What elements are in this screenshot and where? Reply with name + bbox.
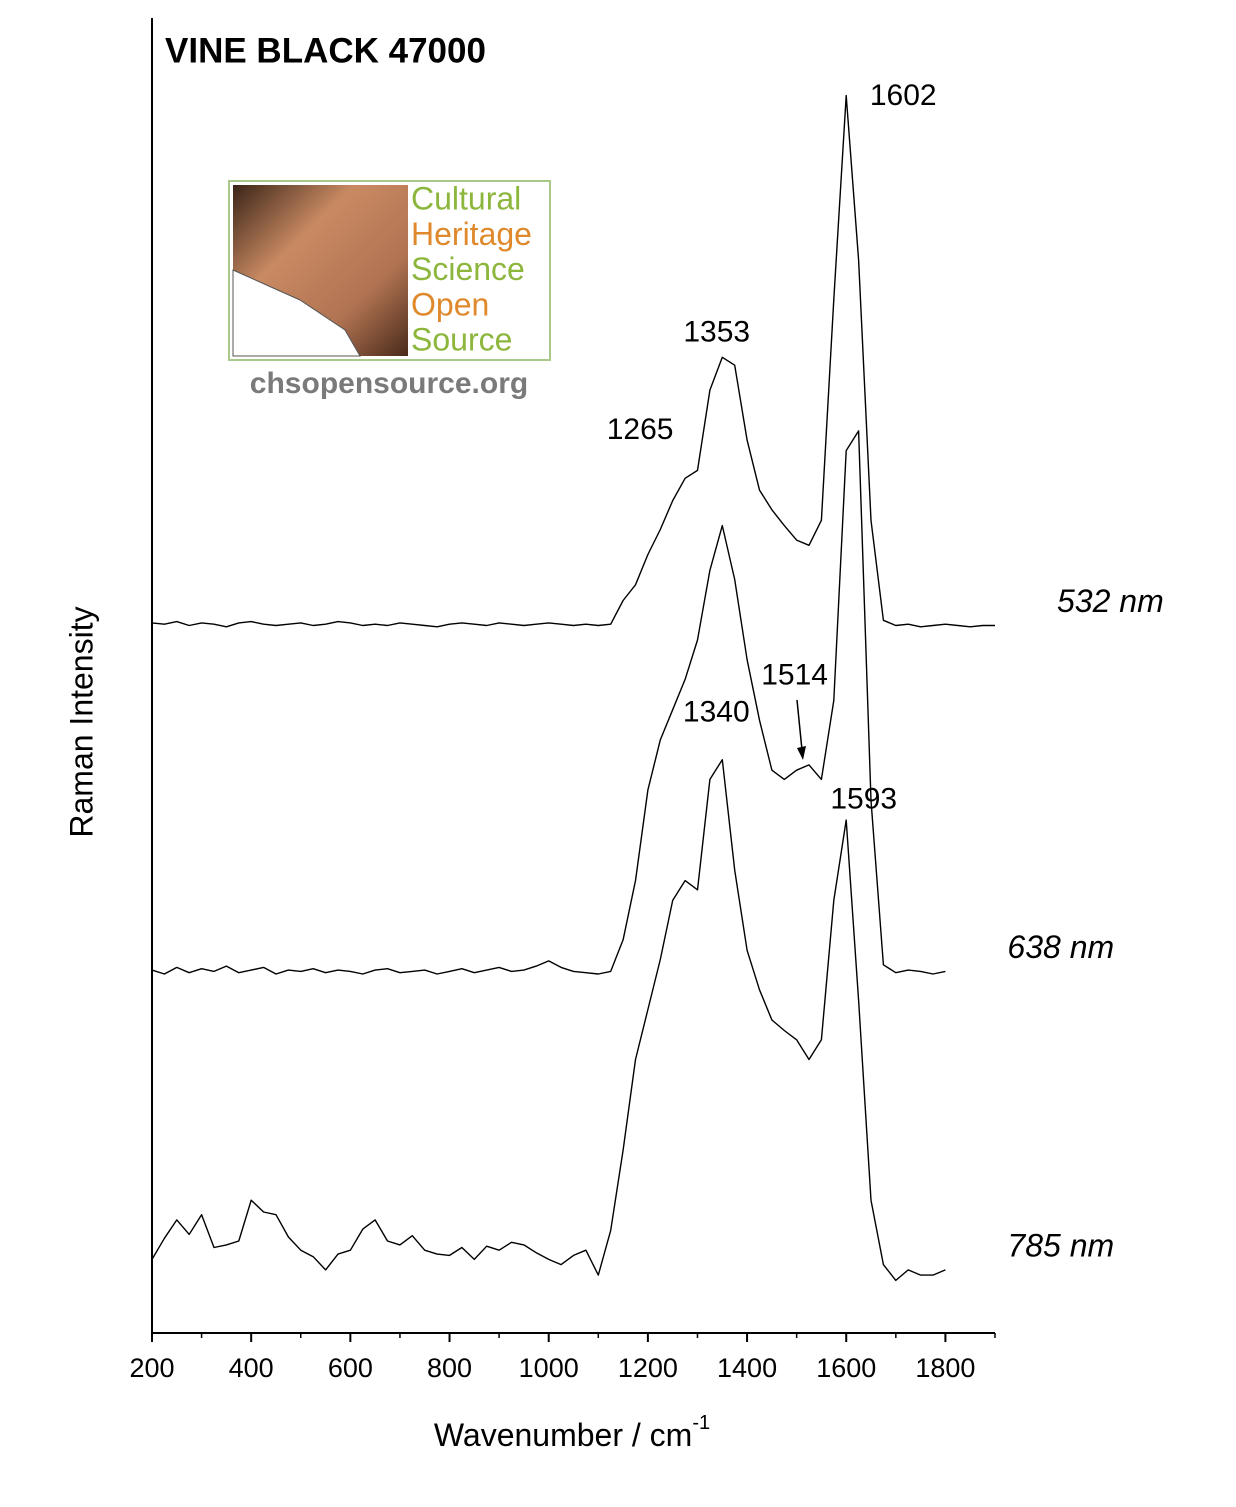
y-axis-label: Raman Intensity (63, 606, 99, 837)
spectrum-line (151, 759, 946, 1282)
x-tick-label: 200 (129, 1353, 174, 1383)
x-tick-label: 1600 (816, 1353, 876, 1383)
x-axis-label-sup: -1 (692, 1412, 710, 1434)
spectrum-line (151, 430, 946, 975)
spectrum-line (151, 94, 995, 628)
logo-text: Source (411, 322, 512, 358)
peak-label: 1353 (683, 316, 750, 349)
peak-label: 1265 (607, 413, 674, 446)
annotation-arrow (796, 699, 803, 751)
peak-label: 1514 (761, 659, 828, 692)
x-tick-label: 800 (427, 1353, 472, 1383)
chart-title: VINE BLACK 47000 (165, 31, 486, 70)
logo-page-curl (232, 269, 361, 357)
logo-url: chsopensource.org (250, 367, 528, 400)
logo-text: Heritage (411, 216, 532, 252)
x-tick-label: 1800 (915, 1353, 975, 1383)
series-label: 785 nm (1007, 1227, 1114, 1263)
x-axis-label-text: Wavenumber / cm (434, 1417, 692, 1453)
x-tick-label: 1400 (717, 1353, 777, 1383)
x-tick-label: 600 (328, 1353, 373, 1383)
x-tick-label: 1200 (618, 1353, 678, 1383)
peak-label: 1602 (870, 79, 937, 112)
x-axis-label: Wavenumber / cm-1 (434, 1412, 710, 1453)
peak-label: 1593 (830, 782, 897, 815)
annotation-arrowhead (797, 746, 806, 760)
series-label: 638 nm (1007, 929, 1114, 965)
x-tick-label: 1000 (519, 1353, 579, 1383)
logo-text: Open (411, 286, 489, 322)
x-tick-label: 400 (229, 1353, 274, 1383)
logo (228, 180, 551, 361)
peak-label: 1340 (683, 696, 750, 729)
series-label: 532 nm (1057, 583, 1164, 619)
logo-text: Cultural (411, 180, 521, 216)
logo-text: Science (411, 251, 525, 287)
